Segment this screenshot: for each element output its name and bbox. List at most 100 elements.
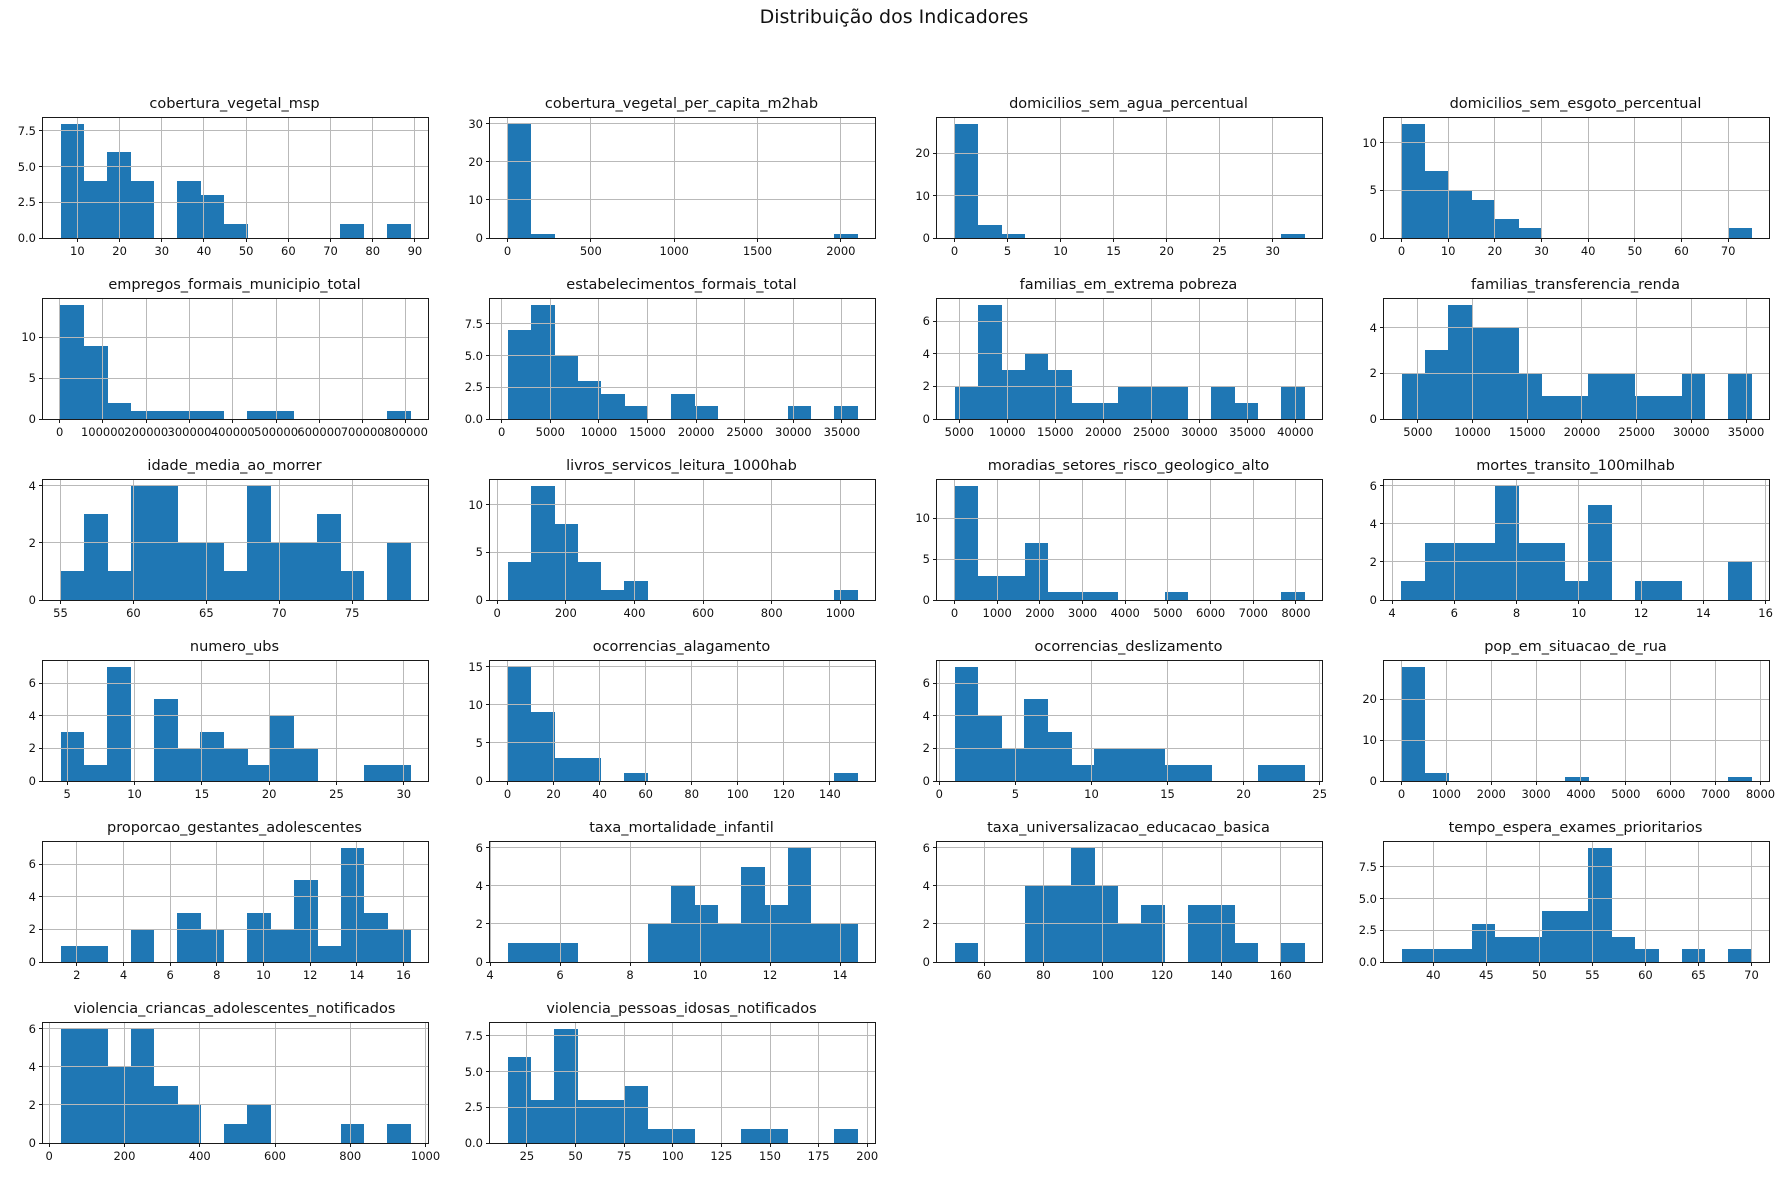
gridline [43,682,428,684]
histogram-bar [177,913,201,962]
panel-title: estabelecimentos_formais_total [566,277,797,293]
gridline [1167,661,1169,781]
y-tick-label: 7.5 [464,1028,483,1043]
x-tick [633,600,635,604]
y-tick [486,742,490,744]
y-tick-label: 5 [475,735,483,750]
x-tick-label: 0 [935,787,943,801]
y-tick-label: 4 [28,708,36,723]
histogram-bar [954,942,979,962]
y-tick [39,715,43,717]
y-tick-label: 2 [922,379,930,394]
y-tick [39,377,43,379]
gridline [48,1023,50,1143]
x-tick-label: 30 [396,787,412,801]
x-tick [783,781,785,785]
histogram-bar [340,847,365,962]
histogram-bar [1234,942,1259,962]
y-tick-label: 0 [922,412,930,426]
y-tick [486,704,490,706]
histogram-bar [1448,542,1472,600]
histogram-bar [1117,386,1142,419]
y-tick [1380,418,1384,420]
x-tick [199,1143,201,1147]
x-tick-label: 15 [1106,244,1121,258]
x-tick [1472,419,1474,423]
gridline [629,842,631,962]
histogram-bar [577,1100,602,1143]
x-tick [1417,419,1419,423]
y-tick-label: 0 [28,955,36,969]
histogram-bar [1094,402,1119,419]
gridline [1007,118,1009,238]
y-tick [1380,780,1384,782]
x-tick [673,238,675,242]
histogram-bar [977,575,1002,600]
x-tick-label: 14 [349,968,365,982]
x-tick [1167,600,1169,604]
y-tick-label: 4 [28,1059,36,1074]
histogram-bar [1024,542,1049,600]
x-tick [1198,419,1200,423]
histogram-bar [530,234,555,238]
x-tick [1102,962,1104,966]
x-tick [496,600,498,604]
y-tick-label: 6 [475,840,483,855]
gridline [43,1104,428,1106]
histogram-bar [1564,911,1589,962]
x-tick [829,781,831,785]
gridline [1006,299,1008,419]
y-tick [486,1035,490,1037]
histogram-bar [1728,561,1753,600]
histogram-bar [60,571,85,600]
gridline [1453,480,1455,600]
x-tick [1759,781,1761,785]
x-tick [839,600,841,604]
y-tick [1380,961,1384,963]
x-tick-label: 90 [407,244,423,258]
x-tick-label: 10000 [989,425,1026,439]
x-tick-label: 50 [1532,968,1547,982]
plot-area: 0 5 10 15 20 25 0 2 4 6 [923,660,1327,801]
histogram-bar [600,1100,625,1143]
plot-area: 0 100000 200000 300000 400000 500000 600000 700… [21,298,429,439]
plot-area: 0 200 400 600 800 1000 0 2 4 6 [29,1022,441,1163]
histogram-bar [507,666,532,781]
histogram-bar [1281,942,1305,962]
gridline [1745,299,1747,419]
histogram-bar [1611,373,1636,419]
gridline [526,1023,528,1143]
gridline [1220,842,1222,962]
gridline [501,299,503,419]
gridline [645,661,647,781]
y-tick-label: 0 [922,955,930,969]
histogram-bar [554,1028,578,1143]
y-tick [486,885,490,887]
gridline [1447,118,1449,238]
histogram-bar [834,1128,858,1143]
x-tick [1625,781,1627,785]
gridline [43,1028,428,1030]
x-tick-label: 800 [760,606,783,620]
x-tick-label: 100000 [80,425,125,439]
histogram-bar [1281,591,1306,600]
y-tick [486,418,490,420]
histogram-bar [1257,764,1282,781]
y-tick [486,504,490,506]
y-tick [39,166,43,168]
x-tick [205,600,207,604]
histogram-bar [1401,123,1426,238]
x-tick-label: 8000 [1281,606,1311,620]
gridline [1670,661,1672,781]
histogram-bar [1448,190,1472,238]
histogram-bar [647,923,672,962]
y-tick-label: 5.0 [1358,891,1377,906]
x-tick [76,238,78,242]
histogram-bar [1471,923,1496,962]
histogram-bar [223,223,248,238]
histogram-bar [507,330,532,419]
gridline [43,166,428,168]
x-tick-label: 10 [1440,244,1456,258]
x-tick-label: 1000 [982,606,1012,620]
histogram-bar [810,923,835,962]
